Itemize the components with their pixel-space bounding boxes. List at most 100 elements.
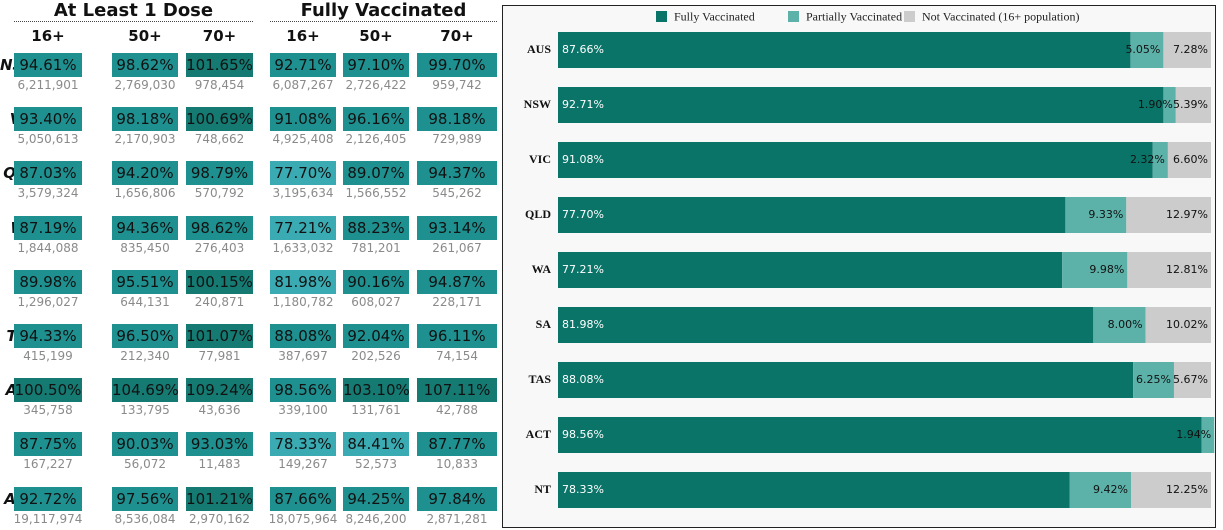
percent-cell: 89.98% bbox=[14, 269, 82, 294]
value-label: 7.28% bbox=[1173, 43, 1208, 56]
count-label: 959,742 bbox=[432, 78, 482, 92]
legend-label: Not Vaccinated (16+ population) bbox=[922, 9, 1080, 23]
count-label: 2,726,422 bbox=[345, 78, 407, 92]
percent-cell: 88.23% bbox=[343, 215, 409, 240]
count-label: 1,633,032 bbox=[272, 240, 334, 255]
percent-cell: 101.65% bbox=[186, 53, 253, 77]
value-label: 78.33% bbox=[562, 483, 604, 496]
percent-cell: 87.66% bbox=[270, 486, 336, 511]
bar-segment bbox=[1065, 197, 1127, 233]
category-label: TAS bbox=[529, 372, 552, 386]
bar-segment bbox=[558, 362, 1134, 398]
count-label: 644,131 bbox=[120, 294, 170, 309]
column-header: 70+ bbox=[202, 27, 237, 45]
percent-cell: 104.69% bbox=[112, 378, 179, 403]
category-label: NSW bbox=[524, 97, 551, 111]
count-label: 56,072 bbox=[124, 457, 166, 472]
count-label: 2,170,903 bbox=[114, 132, 176, 147]
percent-cell: 93.14% bbox=[417, 215, 497, 240]
group-header: Fully Vaccinated bbox=[300, 0, 467, 21]
percent-cell: 109.24% bbox=[186, 378, 253, 403]
count-label: 2,126,405 bbox=[345, 132, 407, 147]
value-label: 5.39% bbox=[1173, 98, 1208, 111]
percent-cell: 77.70% bbox=[270, 161, 336, 186]
column-header: 16+ bbox=[31, 27, 65, 45]
percent-cell: 81.98% bbox=[270, 269, 336, 294]
percent-cell: 90.16% bbox=[343, 269, 409, 294]
value-label: 9.98% bbox=[1089, 263, 1124, 276]
bar-segment bbox=[1175, 87, 1211, 123]
count-label: 167,227 bbox=[23, 457, 73, 472]
count-label: 43,636 bbox=[198, 403, 241, 418]
bar-segment bbox=[558, 252, 1063, 288]
count-label: 11,483 bbox=[198, 457, 241, 472]
count-label: 4,925,408 bbox=[272, 132, 334, 147]
value-label: 1.90% bbox=[1138, 98, 1173, 111]
bar-segment bbox=[558, 32, 1131, 68]
value-label: 5.67% bbox=[1173, 373, 1208, 386]
percent-cell: 101.21% bbox=[186, 486, 253, 511]
legend-label: Partially Vaccinated bbox=[806, 9, 902, 23]
count-label: 276,403 bbox=[194, 240, 245, 255]
count-label: 835,450 bbox=[120, 240, 170, 255]
percent-cell: 98.62% bbox=[112, 53, 178, 77]
value-label: 87.66% bbox=[562, 43, 604, 56]
vaccination-table: At Least 1 Dose 16+ 50+ 70+ Fully Vaccinated… bbox=[0, 0, 500, 530]
percent-cell: 87.77% bbox=[417, 432, 497, 457]
count-label: 8,246,200 bbox=[345, 511, 407, 526]
percent-cell: 94.37% bbox=[417, 161, 497, 186]
percent-cell: 93.40% bbox=[14, 107, 82, 132]
percent-cell: 96.50% bbox=[112, 324, 178, 348]
bar-segment bbox=[1173, 362, 1211, 398]
count-label: 748,662 bbox=[194, 132, 245, 147]
value-label: 98.56% bbox=[562, 428, 604, 441]
percent-cell: 95.51% bbox=[112, 269, 178, 294]
count-label: 133,795 bbox=[120, 403, 170, 418]
percent-cell: 77.21% bbox=[270, 215, 336, 240]
chart: Fully Vaccinated Partially Vaccinated Not … bbox=[502, 5, 1216, 528]
count-label: 608,027 bbox=[351, 294, 401, 309]
value-label: 77.70% bbox=[562, 208, 604, 221]
count-label: 18,075,964 bbox=[268, 511, 338, 526]
bar-segment bbox=[1163, 32, 1211, 68]
count-label: 240,871 bbox=[194, 294, 245, 309]
count-label: 202,526 bbox=[351, 349, 401, 363]
count-label: 729,989 bbox=[432, 132, 482, 147]
count-label: 212,340 bbox=[120, 349, 170, 363]
percent-cell: 100.15% bbox=[186, 269, 253, 294]
percent-cell: 94.20% bbox=[112, 161, 178, 186]
percent-cell: 94.61% bbox=[14, 53, 82, 77]
percent-cell: 78.33% bbox=[270, 432, 336, 457]
percent-cell: 93.03% bbox=[186, 432, 253, 457]
count-label: 19,117,974 bbox=[13, 511, 83, 526]
percent-cell: 107.11% bbox=[417, 378, 497, 403]
bar-segment bbox=[1127, 252, 1211, 288]
category-label: ACT bbox=[526, 427, 551, 441]
bar-segment bbox=[1069, 472, 1132, 508]
value-label: 5.05% bbox=[1125, 43, 1160, 56]
legend-swatch bbox=[904, 11, 915, 22]
value-label: 6.25% bbox=[1136, 373, 1171, 386]
count-label: 345,758 bbox=[23, 403, 73, 418]
percent-cell: 92.04% bbox=[343, 324, 409, 348]
value-label: 81.98% bbox=[562, 318, 604, 331]
value-label: 8.00% bbox=[1108, 318, 1143, 331]
percent-cell: 100.69% bbox=[186, 107, 253, 132]
count-label: 2,769,030 bbox=[114, 78, 176, 92]
value-label: 9.33% bbox=[1088, 208, 1123, 221]
value-label: 91.08% bbox=[562, 153, 604, 166]
bar-segment bbox=[558, 417, 1202, 453]
bar-segment bbox=[558, 87, 1164, 123]
count-label: 1,844,088 bbox=[17, 240, 79, 255]
value-label: 6.60% bbox=[1173, 153, 1208, 166]
bar-segment bbox=[558, 197, 1066, 233]
percent-cell: 98.56% bbox=[270, 378, 336, 403]
count-label: 52,573 bbox=[355, 457, 397, 472]
bar-segment bbox=[1201, 417, 1215, 453]
value-label: 88.08% bbox=[562, 373, 604, 386]
category-label: QLD bbox=[525, 207, 551, 221]
count-label: 8,536,084 bbox=[114, 511, 176, 526]
bar-segment bbox=[1163, 87, 1176, 123]
value-label: 9.42% bbox=[1093, 483, 1128, 496]
